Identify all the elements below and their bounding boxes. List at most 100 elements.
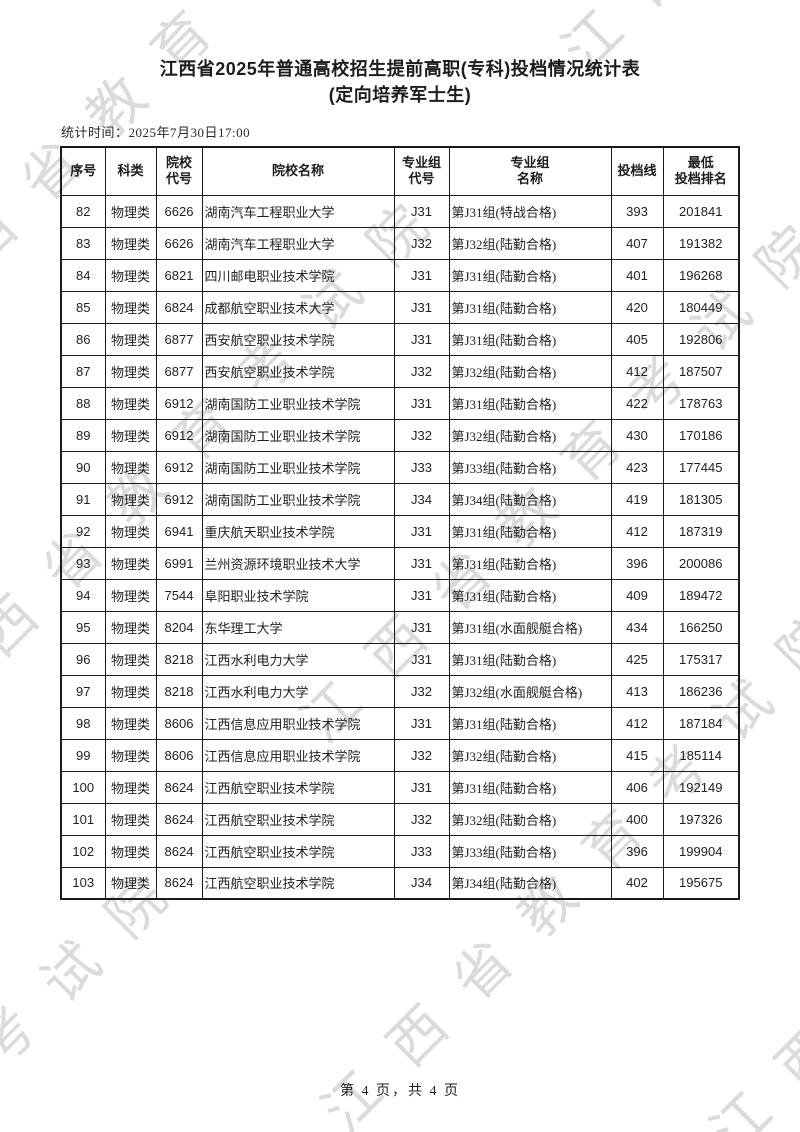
- cell-line: 422: [610, 386, 664, 420]
- table-row: 98 物理类 8606 江西信息应用职业技术学院 J31 第J31组(陆勤合格) 412 18…: [60, 706, 740, 740]
- cell-group-code: J31: [393, 322, 450, 356]
- cell-category: 物理类: [104, 514, 157, 548]
- cell-category: 物理类: [104, 674, 157, 708]
- table-header-cell: 序号: [60, 146, 106, 196]
- table-row: 89 物理类 6912 湖南国防工业职业技术学院 J32 第J32组(陆勤合格) 430 17…: [60, 418, 740, 452]
- table-header-cell: 投档线: [610, 146, 664, 196]
- cell-seq: 99: [60, 738, 106, 772]
- cell-college-code: 6912: [155, 482, 203, 516]
- table-row: 83 物理类 6626 湖南汽车工程职业大学 J32 第J32组(陆勤合格) 407 1913…: [60, 226, 740, 260]
- cell-line: 407: [610, 226, 664, 260]
- cell-category: 物理类: [104, 386, 157, 420]
- table-row: 93 物理类 6991 兰州资源环境职业技术大学 J31 第J31组(陆勤合格) 396 20…: [60, 546, 740, 580]
- table-row: 94 物理类 7544 阜阳职业技术学院 J31 第J31组(陆勤合格) 409 189472: [60, 578, 740, 612]
- cell-seq: 100: [60, 770, 106, 804]
- cell-category: 物理类: [104, 834, 157, 868]
- cell-seq: 88: [60, 386, 106, 420]
- table-row: 82 物理类 6626 湖南汽车工程职业大学 J31 第J31组(特战合格) 393 2018…: [60, 194, 740, 228]
- cell-category: 物理类: [104, 770, 157, 804]
- table-row: 90 物理类 6912 湖南国防工业职业技术学院 J33 第J33组(陆勤合格) 423 17…: [60, 450, 740, 484]
- page-footer: 第 4 页，共 4 页: [340, 1084, 460, 1099]
- cell-seq: 103: [60, 866, 106, 900]
- cell-min-rank: 199904: [662, 834, 740, 868]
- cell-line: 415: [610, 738, 664, 772]
- cell-college-name: 西安航空职业技术学院: [201, 322, 395, 356]
- cell-line: 401: [610, 258, 664, 292]
- cell-college-name: 四川邮电职业技术学院: [201, 258, 395, 292]
- cell-category: 物理类: [104, 450, 157, 484]
- cell-min-rank: 189472: [662, 578, 740, 612]
- cell-min-rank: 197326: [662, 802, 740, 836]
- cell-college-name: 湖南国防工业职业技术学院: [201, 482, 395, 516]
- table-row: 96 物理类 8218 江西水利电力大学 J31 第J31组(陆勤合格) 425 175317: [60, 642, 740, 676]
- cell-group-code: J31: [393, 610, 450, 644]
- cell-category: 物理类: [104, 226, 157, 260]
- cell-seq: 84: [60, 258, 106, 292]
- cell-min-rank: 196268: [662, 258, 740, 292]
- cell-min-rank: 195675: [662, 866, 740, 900]
- cell-group-name: 第J32组(陆勤合格): [448, 354, 612, 388]
- cell-college-code: 6824: [155, 290, 203, 324]
- cell-min-rank: 191382: [662, 226, 740, 260]
- results-table: 序号 科类 院校 代号 院校名称 专业组 代号 专业组 名称 投档线 最低 投档排名 82 物理…: [60, 146, 740, 901]
- table-row: 88 物理类 6912 湖南国防工业职业技术学院 J31 第J31组(陆勤合格) 422 17…: [60, 386, 740, 420]
- cell-group-name: 第J31组(陆勤合格): [448, 322, 612, 356]
- cell-category: 物理类: [104, 642, 157, 676]
- cell-college-code: 8606: [155, 706, 203, 740]
- cell-college-code: 8624: [155, 866, 203, 900]
- cell-category: 物理类: [104, 354, 157, 388]
- results-table-body: 82 物理类 6626 湖南汽车工程职业大学 J31 第J31组(特战合格) 393 2018…: [60, 194, 740, 900]
- cell-min-rank: 186236: [662, 674, 740, 708]
- cell-line: 396: [610, 546, 664, 580]
- cell-college-code: 6912: [155, 386, 203, 420]
- cell-seq: 101: [60, 802, 106, 836]
- table-row: 84 物理类 6821 四川邮电职业技术学院 J31 第J31组(陆勤合格) 401 1962…: [60, 258, 740, 292]
- cell-line: 412: [610, 354, 664, 388]
- cell-group-code: J32: [393, 226, 450, 260]
- cell-group-code: J31: [393, 770, 450, 804]
- cell-college-name: 西安航空职业技术学院: [201, 354, 395, 388]
- cell-group-name: 第J32组(陆勤合格): [448, 738, 612, 772]
- cell-group-code: J32: [393, 418, 450, 452]
- cell-category: 物理类: [104, 546, 157, 580]
- cell-seq: 102: [60, 834, 106, 868]
- table-header-row: 序号 科类 院校 代号 院校名称 专业组 代号 专业组 名称 投档线 最低 投档排名: [60, 146, 740, 196]
- cell-college-code: 6821: [155, 258, 203, 292]
- cell-college-name: 湖南国防工业职业技术学院: [201, 450, 395, 484]
- cell-seq: 94: [60, 578, 106, 612]
- table-header-cell: 院校名称: [201, 146, 395, 196]
- cell-category: 物理类: [104, 578, 157, 612]
- cell-min-rank: 187184: [662, 706, 740, 740]
- cell-seq: 97: [60, 674, 106, 708]
- cell-college-code: 6912: [155, 450, 203, 484]
- cell-group-code: J31: [393, 514, 450, 548]
- cell-group-code: J31: [393, 546, 450, 580]
- cell-college-code: 6941: [155, 514, 203, 548]
- stat-time-label: 统计时间：2025年7月30日17:00: [61, 125, 251, 141]
- cell-min-rank: 166250: [662, 610, 740, 644]
- cell-group-code: J31: [393, 194, 450, 228]
- table-header-cell: 科类: [104, 146, 157, 196]
- cell-college-code: 6877: [155, 322, 203, 356]
- cell-category: 物理类: [104, 418, 157, 452]
- cell-college-name: 江西信息应用职业技术学院: [201, 738, 395, 772]
- cell-min-rank: 201841: [662, 194, 740, 228]
- cell-group-code: J31: [393, 706, 450, 740]
- cell-seq: 91: [60, 482, 106, 516]
- table-header-cell: 专业组 名称: [448, 146, 612, 196]
- table-row: 103 物理类 8624 江西航空职业技术学院 J34 第J34组(陆勤合格) 402 195…: [60, 866, 740, 900]
- cell-category: 物理类: [104, 482, 157, 516]
- cell-category: 物理类: [104, 290, 157, 324]
- cell-category: 物理类: [104, 322, 157, 356]
- cell-college-name: 重庆航天职业技术学院: [201, 514, 395, 548]
- cell-min-rank: 192806: [662, 322, 740, 356]
- cell-college-code: 8606: [155, 738, 203, 772]
- table-row: 85 物理类 6824 成都航空职业技术大学 J31 第J31组(陆勤合格) 420 1804…: [60, 290, 740, 324]
- cell-group-name: 第J31组(陆勤合格): [448, 290, 612, 324]
- cell-group-code: J31: [393, 386, 450, 420]
- cell-college-name: 兰州资源环境职业技术大学: [201, 546, 395, 580]
- table-row: 92 物理类 6941 重庆航天职业技术学院 J31 第J31组(陆勤合格) 412 1873…: [60, 514, 740, 548]
- table-row: 100 物理类 8624 江西航空职业技术学院 J31 第J31组(陆勤合格) 406 192…: [60, 770, 740, 804]
- table-header-cell: 专业组 代号: [393, 146, 450, 196]
